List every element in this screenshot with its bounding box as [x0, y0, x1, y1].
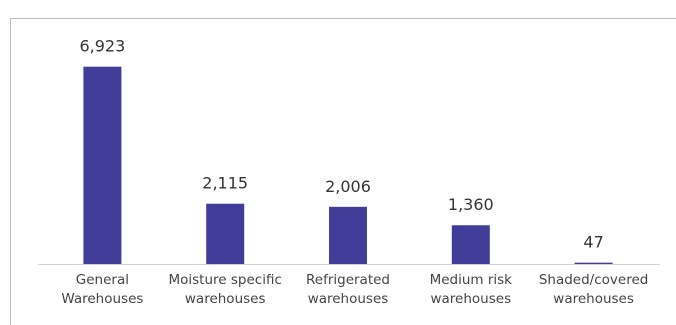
x-tick-label: General Warehouses [61, 272, 144, 307]
x-tick-label: Refrigerated warehouses [306, 272, 390, 307]
bar [451, 225, 490, 264]
bar [206, 203, 245, 264]
frame [10, 18, 676, 325]
x-tick-label: Medium risk warehouses [429, 272, 513, 307]
bar [329, 206, 367, 264]
bar [574, 262, 613, 264]
value-label: 6,923 [79, 37, 125, 56]
x-tick-label: Shaded/covered warehouses [538, 272, 649, 307]
value-label: 1,360 [448, 195, 494, 214]
x-tick-label: Moisture specific warehouses [168, 272, 282, 307]
value-label: 47 [583, 233, 603, 252]
value-label: 2,115 [202, 174, 248, 193]
value-label: 2,006 [325, 177, 371, 196]
bar [83, 66, 122, 264]
